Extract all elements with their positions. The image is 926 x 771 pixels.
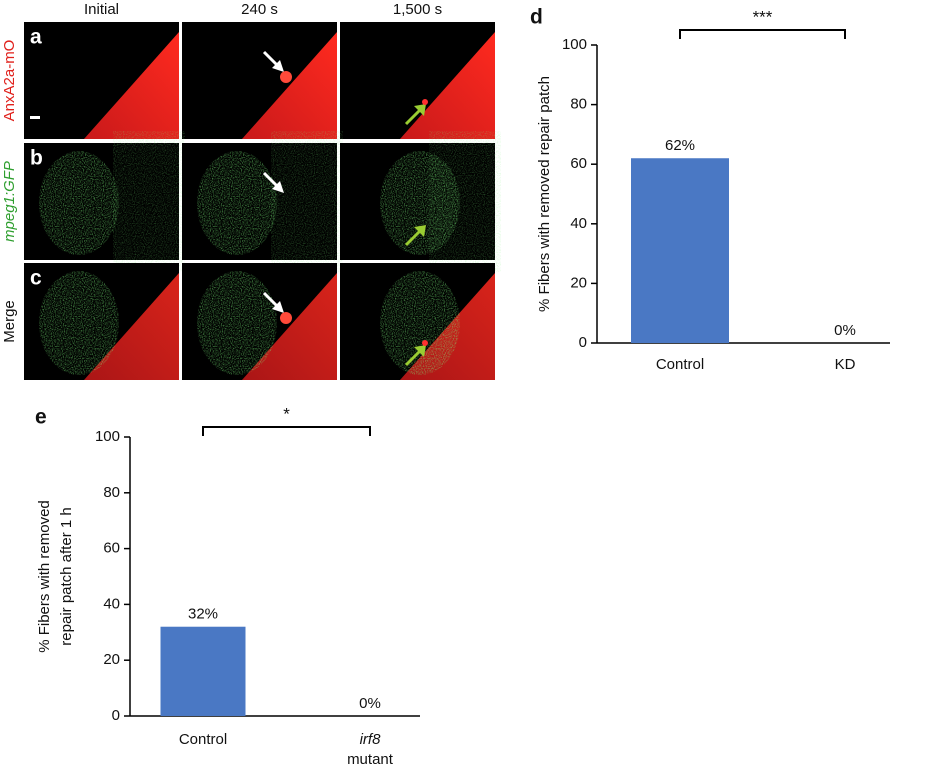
arrow-head [414,104,426,116]
x-tick-label: KD [835,356,856,373]
y-tick-label: 80 [570,96,587,113]
macrophage [39,271,119,375]
y-axis-label: % Fibers with removed repair patch [536,76,553,312]
macrophage [39,151,119,255]
row-label: mpeg1:GFP [1,161,18,242]
macrophage [380,271,460,375]
muscle-fiber [242,32,337,139]
repair-patch [280,312,292,324]
bar [160,626,246,716]
y-tick-label: 40 [570,215,587,232]
column-header: Initial [84,1,119,18]
macrophage-texture [39,151,119,255]
background-texture [119,143,179,260]
value-label: 0% [359,695,381,712]
x-tick-label: irf8 mutant [347,731,394,768]
y-axis-label: % Fibers with removed [36,500,53,653]
macrophage-texture [197,271,277,375]
significance: *** [753,7,773,26]
macrophage-texture [380,271,460,375]
y-tick-label: 100 [562,36,587,53]
y-tick-label: 100 [95,428,120,445]
panel-letter: c [30,267,42,290]
x-tick-label: Control [179,731,227,748]
macrophage-texture [197,151,277,255]
y-tick-label: 0 [112,707,120,724]
repair-patch [422,99,428,105]
y-axis-label: repair patch after 1 h [58,507,75,645]
column-header: 1,500 s [393,1,442,18]
scale-bar [30,116,40,119]
y-tick-label: 40 [103,595,120,612]
repair-patch [280,71,292,83]
significance-bracket [679,29,846,39]
repair-patch [422,340,428,346]
y-tick-label: 60 [103,540,120,557]
arrow-head [414,225,426,237]
panel-letter: a [30,26,42,49]
value-label: 0% [834,322,856,339]
micrographs [24,22,495,380]
y-tick-label: 0 [579,334,587,351]
macrophage-texture [39,271,119,375]
value-label: 62% [665,137,695,154]
panel-letter: d [530,6,543,29]
panel-letter: e [35,406,47,429]
arrow-head [414,345,426,357]
row-label: Merge [1,300,18,343]
panel-letter: b [30,147,43,170]
y-tick-label: 60 [570,155,587,172]
background-texture [277,143,337,260]
background-texture [435,143,495,260]
bar [631,158,729,343]
arrow-head [272,181,284,193]
arrow-head [272,301,284,313]
column-header: 240 s [241,1,278,18]
muscle-fiber [84,32,179,139]
macrophage [197,151,277,255]
macrophage [197,271,277,375]
x-tick-label: Control [656,356,704,373]
row-label: AnxA2a-mO [1,40,18,122]
value-label: 32% [188,606,218,623]
significance: * [283,404,290,423]
y-tick-label: 20 [570,274,587,291]
arrow-head [272,60,284,72]
y-tick-label: 20 [103,651,120,668]
y-tick-label: 80 [103,484,120,501]
significance-bracket [202,426,371,436]
